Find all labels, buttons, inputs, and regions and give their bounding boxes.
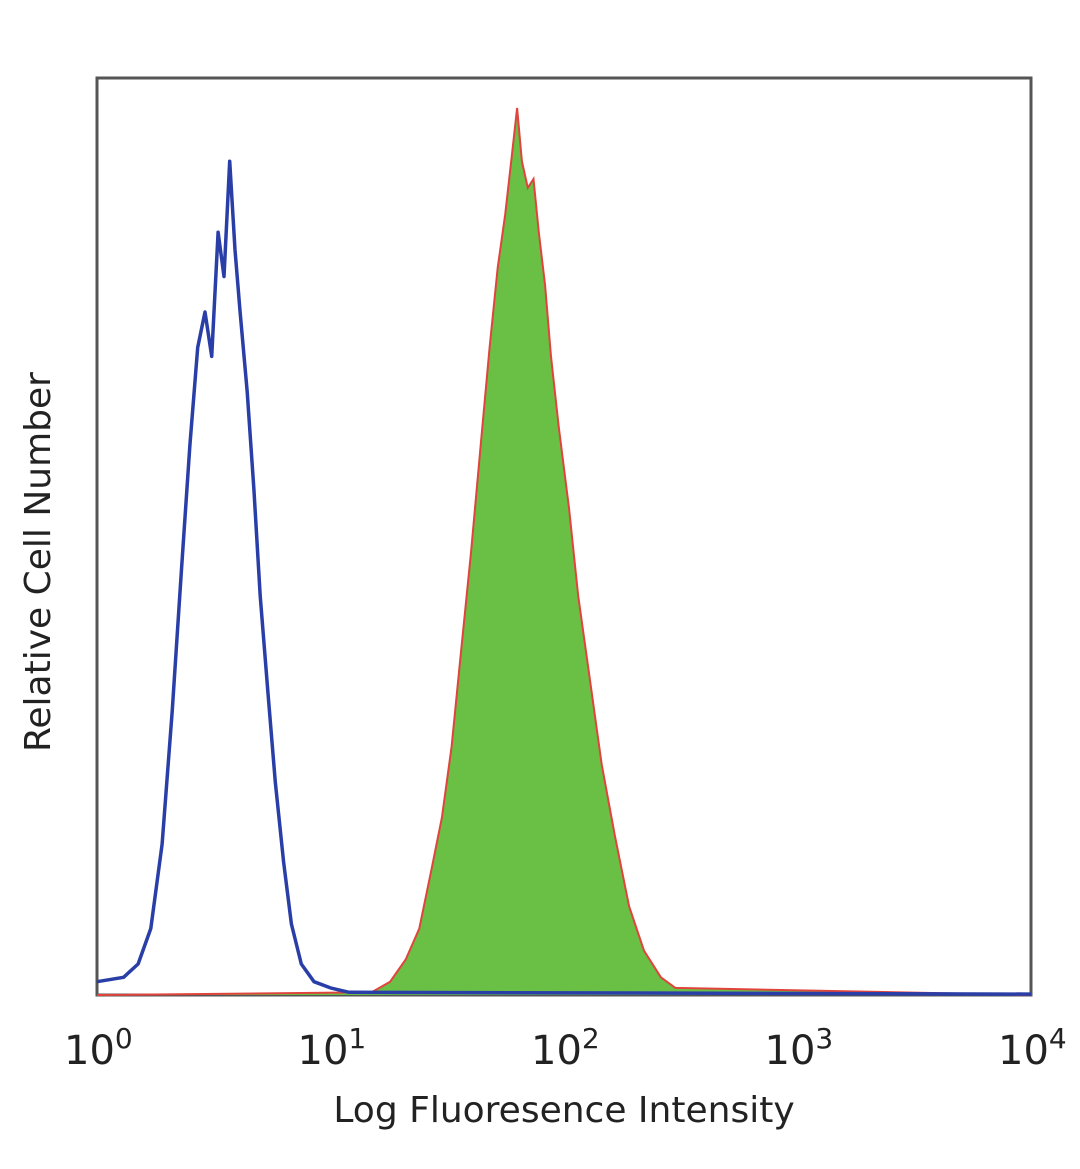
series-0-line: [96, 159, 1032, 996]
x-tick-label-1: 101: [298, 1022, 367, 1074]
series-layer: [96, 107, 1032, 996]
x-axis-title: Log Fluoresence Intensity: [333, 1090, 794, 1131]
series-1-edge: [96, 107, 1032, 996]
x-tick-labels: 100 101 102 103 104: [64, 1022, 1067, 1074]
x-tick-label-3: 103: [765, 1022, 834, 1074]
series-1-area: [97, 108, 1031, 995]
x-tick-label-0: 100: [64, 1022, 133, 1074]
y-axis-title: Relative Cell Number: [18, 372, 59, 752]
x-tick-label-2: 102: [531, 1022, 600, 1074]
x-tick-label-4: 104: [998, 1022, 1067, 1074]
